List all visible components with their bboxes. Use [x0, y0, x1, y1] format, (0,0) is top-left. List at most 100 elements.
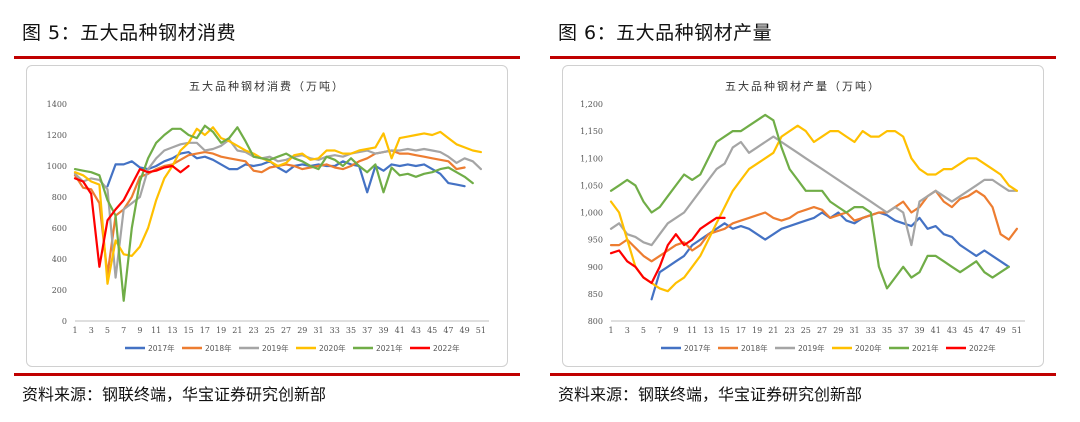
x-tick-label: 17 — [200, 326, 210, 335]
y-tick-label: 1400 — [47, 100, 67, 109]
x-tick-label: 25 — [265, 326, 275, 335]
legend-label: 2020年 — [319, 343, 346, 353]
legend-label: 2022年 — [969, 343, 996, 353]
y-tick-label: 800 — [588, 317, 603, 326]
x-tick-label: 15 — [184, 326, 194, 335]
legend-label: 2021年 — [376, 343, 403, 353]
series-line-2019年 — [73, 138, 482, 279]
y-tick-label: 1,000 — [580, 209, 603, 218]
legend-label: 2017年 — [684, 343, 711, 353]
x-tick-label: 5 — [105, 326, 110, 335]
chart-title: 五大品种钢材消费（万吨） — [189, 79, 345, 93]
x-tick-label: 21 — [232, 326, 242, 335]
x-tick-label: 25 — [801, 326, 811, 335]
bottom-rule — [14, 373, 520, 376]
x-tick-label: 11 — [151, 326, 161, 335]
y-tick-label: 1,150 — [580, 127, 603, 136]
x-tick-label: 37 — [362, 326, 372, 335]
x-tick-label: 29 — [833, 326, 843, 335]
series-line-2019年 — [609, 135, 1018, 247]
x-tick-label: 39 — [378, 326, 388, 335]
x-tick-label: 19 — [752, 326, 762, 335]
x-tick-label: 7 — [121, 326, 126, 335]
series-line-2018年 — [609, 189, 1018, 263]
y-tick-label: 1,100 — [580, 154, 603, 163]
series-line-2017年 — [106, 151, 466, 194]
legend-label: 2018年 — [205, 343, 232, 353]
x-tick-label: 11 — [687, 326, 697, 335]
x-tick-label: 21 — [768, 326, 778, 335]
x-tick-label: 47 — [979, 326, 989, 335]
figure-panel-production: 图 6：五大品种钢材产量 五大品种钢材产量（万吨） 800 850 900 950 1,0… — [550, 0, 1060, 422]
x-tick-label: 41 — [395, 326, 405, 335]
x-tick-label: 3 — [89, 326, 94, 335]
y-tick-label: 1,200 — [580, 100, 603, 109]
y-tick-label: 400 — [52, 255, 67, 264]
x-tick-label: 51 — [1012, 326, 1022, 335]
top-rule — [14, 56, 520, 59]
x-tick-label: 1 — [72, 326, 77, 335]
x-tick-label: 47 — [443, 326, 453, 335]
x-tick-label: 23 — [784, 326, 794, 335]
series-line-2022年 — [609, 216, 726, 285]
y-tick-label: 900 — [588, 263, 603, 272]
series-line-2021年 — [609, 113, 1010, 290]
x-tick-label: 27 — [281, 326, 291, 335]
chart-production: 五大品种钢材产量（万吨） 800 850 900 950 1,000 1,050 1,100 1… — [580, 79, 1025, 353]
x-tick-label: 9 — [137, 326, 142, 335]
y-tick-label: 200 — [52, 286, 67, 295]
x-tick-label: 43 — [947, 326, 957, 335]
chart-title: 五大品种钢材产量（万吨） — [725, 79, 881, 93]
x-tick-label: 33 — [866, 326, 876, 335]
bottom-rule — [550, 373, 1056, 376]
y-tick-label: 1000 — [47, 162, 67, 171]
x-tick-label: 9 — [673, 326, 678, 335]
legend-label: 2019年 — [798, 343, 825, 353]
y-tick-label: 950 — [588, 236, 603, 245]
x-tick-label: 13 — [167, 326, 177, 335]
x-tick-label: 19 — [216, 326, 226, 335]
x-tick-label: 33 — [330, 326, 340, 335]
x-tick-label: 37 — [898, 326, 908, 335]
x-tick-label: 35 — [346, 326, 356, 335]
source-note: 资料来源：钢联终端，华宝证券研究创新部 — [558, 385, 863, 404]
x-tick-label: 41 — [931, 326, 941, 335]
y-tick-label: 1,050 — [580, 181, 603, 190]
legend-label: 2022年 — [433, 343, 460, 353]
x-tick-label: 31 — [313, 326, 323, 335]
top-rule — [550, 56, 1056, 59]
series-line-2020年 — [609, 124, 1018, 293]
x-tick-label: 17 — [736, 326, 746, 335]
chart-frame: 五大品种钢材产量（万吨） 800 850 900 950 1,000 1,050 1,100 1… — [562, 65, 1044, 367]
figure-title: 图 6：五大品种钢材产量 — [558, 22, 773, 44]
x-tick-label: 23 — [248, 326, 258, 335]
series-line-2021年 — [73, 124, 474, 302]
figure-title: 图 5：五大品种钢材消费 — [22, 22, 237, 44]
x-tick-label: 29 — [297, 326, 307, 335]
legend-label: 2019年 — [262, 343, 289, 353]
x-tick-label: 45 — [963, 326, 973, 335]
y-tick-label: 800 — [52, 193, 67, 202]
x-tick-label: 3 — [625, 326, 630, 335]
x-tick-label: 35 — [882, 326, 892, 335]
y-tick-label: 850 — [588, 290, 603, 299]
y-tick-label: 600 — [52, 224, 67, 233]
x-tick-label: 31 — [849, 326, 859, 335]
x-tick-label: 39 — [914, 326, 924, 335]
series-line-2020年 — [73, 126, 482, 285]
legend-label: 2018年 — [741, 343, 768, 353]
y-tick-label: 0 — [62, 317, 67, 326]
series-line-2022年 — [73, 164, 190, 268]
x-tick-label: 49 — [996, 326, 1006, 335]
x-tick-label: 7 — [657, 326, 662, 335]
x-tick-label: 5 — [641, 326, 646, 335]
legend-label: 2017年 — [148, 343, 175, 353]
x-tick-label: 13 — [703, 326, 713, 335]
x-tick-label: 51 — [476, 326, 486, 335]
legend-label: 2021年 — [912, 343, 939, 353]
x-tick-label: 1 — [608, 326, 613, 335]
chart-frame: 五大品种钢材消费（万吨） 0 200 400 600 800 1000 1200 1400 1 3 5… — [26, 65, 508, 367]
x-tick-label: 45 — [427, 326, 437, 335]
x-tick-label: 27 — [817, 326, 827, 335]
